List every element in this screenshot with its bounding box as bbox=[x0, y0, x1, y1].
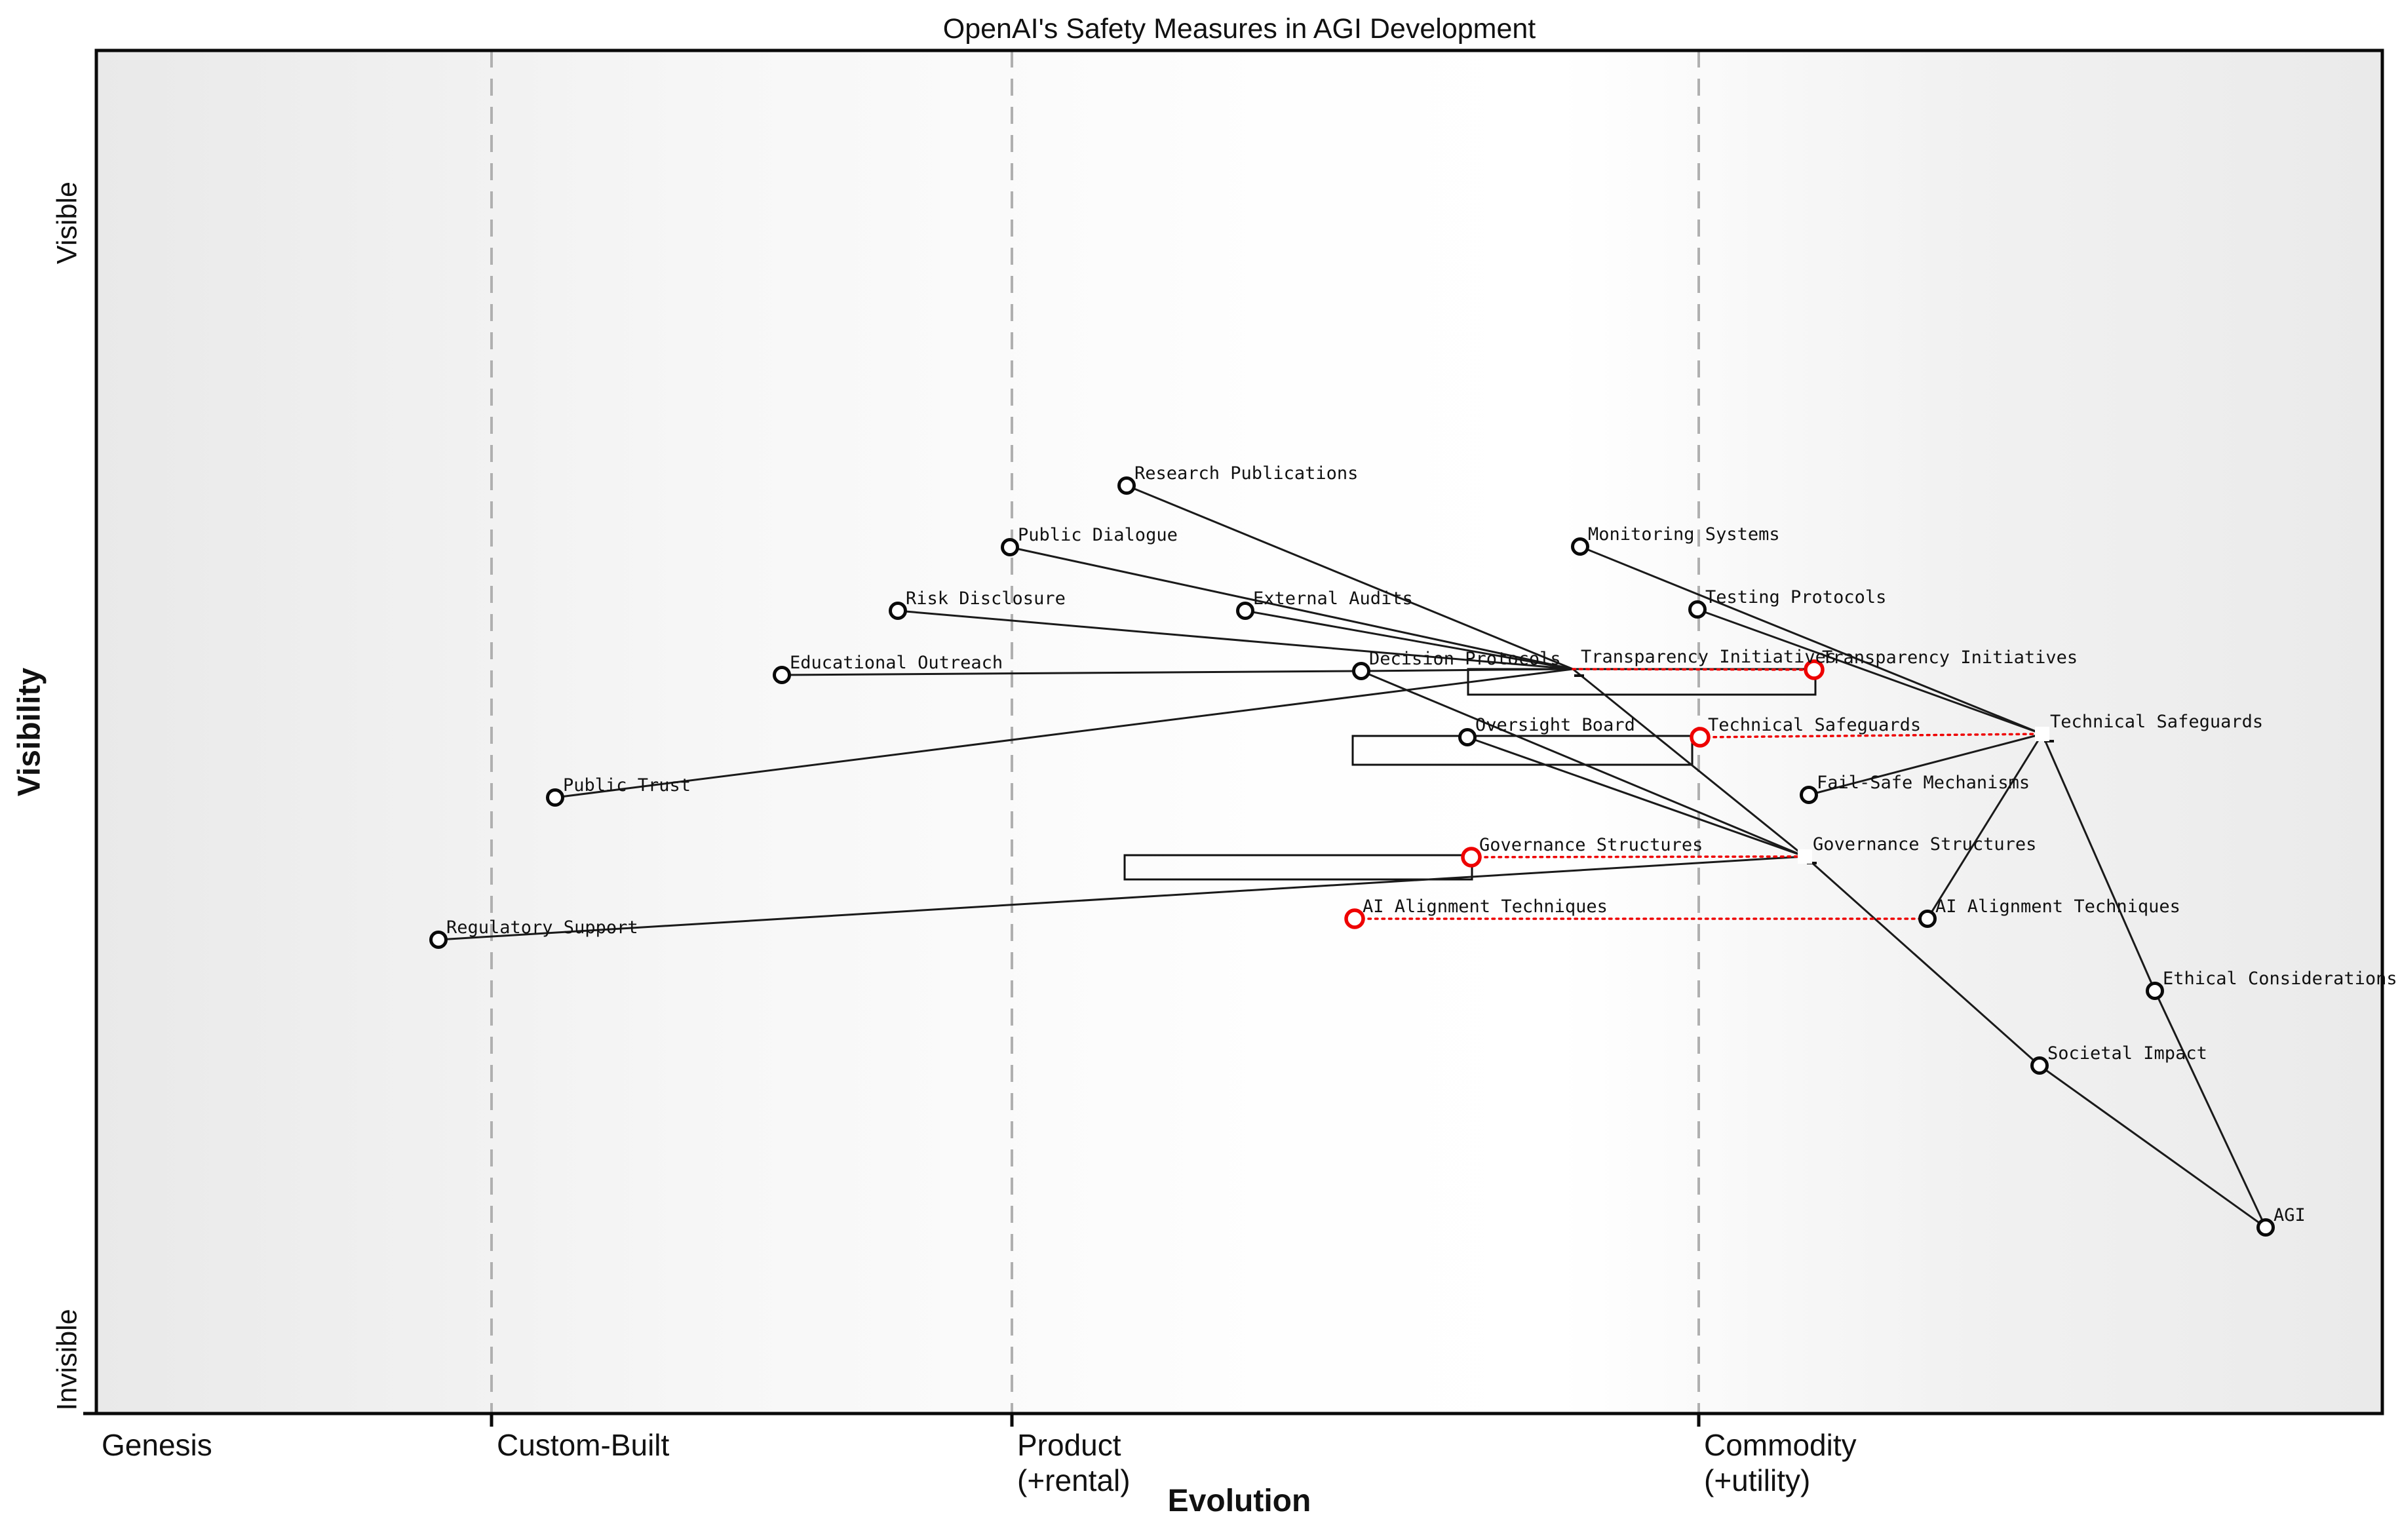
node-public_trust bbox=[546, 788, 564, 807]
component-labels: Research Publications Public Dialogue Risk… bbox=[446, 463, 2397, 1225]
edge-testing_protocols--technical_safeguards_hub bbox=[1697, 608, 2043, 735]
edge-educational_outreach--decision_protocols bbox=[781, 670, 1362, 676]
x-axis-title: Evolution bbox=[1167, 1484, 1311, 1518]
label-external_audits: External Audits bbox=[1253, 588, 1413, 609]
label-transparency_evolved: Transparency Initiatives bbox=[1822, 647, 2078, 668]
label-research_publications: Research Publications bbox=[1134, 463, 1358, 484]
edge-decision_protocols--governance_hub bbox=[1361, 670, 1806, 858]
node-ai_alignment_evolved bbox=[1918, 910, 1937, 928]
evolve-dotted-lines bbox=[1353, 668, 2043, 920]
label-public_dialogue: Public Dialogue bbox=[1018, 525, 1178, 545]
label-risk_disclosure: Risk Disclosure bbox=[906, 588, 1066, 609]
label-societal_impact: Societal Impact bbox=[2047, 1043, 2207, 1064]
plot-background bbox=[96, 50, 2382, 1414]
node-educational_outreach bbox=[773, 666, 791, 684]
label-technical_safeguards_hub: Technical Safeguards bbox=[2050, 712, 2263, 732]
node-risk_disclosure bbox=[889, 602, 907, 620]
junction-governance_hub bbox=[1798, 849, 1812, 864]
y-axis-title: Visibility bbox=[12, 667, 47, 797]
node-public_dialogue bbox=[1001, 538, 1019, 556]
node-agi bbox=[2256, 1218, 2275, 1237]
evolve-line-technical_safeguards_red bbox=[1699, 733, 2043, 739]
label-governance_hub: Governance Structures bbox=[1813, 834, 2036, 855]
x-stage-label: Genesis bbox=[102, 1428, 212, 1462]
label-governance_red: Governance Structures bbox=[1479, 835, 1703, 855]
edge-public_dialogue--transparency_hub bbox=[1009, 546, 1574, 670]
component-nodes bbox=[429, 476, 2275, 1237]
node-oversight_board bbox=[1458, 728, 1477, 746]
edge-monitoring_systems--technical_safeguards_hub bbox=[1579, 545, 2043, 735]
label-fail_safe_mechanisms: Fail-Safe Mechanisms bbox=[1817, 773, 2030, 793]
evolve-line-transparency_hub bbox=[1572, 668, 1815, 671]
y-tick-invisible: Invisible bbox=[51, 1309, 83, 1411]
node-ethical_considerations bbox=[2146, 982, 2164, 1000]
label-testing_protocols: Testing Protocols bbox=[1705, 587, 1886, 607]
x-stage-label: Product (+rental) bbox=[1017, 1428, 1131, 1498]
node-regulatory_support bbox=[429, 931, 448, 949]
node-societal_impact bbox=[2030, 1056, 2049, 1075]
plot-border bbox=[83, 48, 2384, 1427]
edge-transparency_hub--governance_hub bbox=[1572, 668, 1806, 858]
y-tick-visible: Visible bbox=[51, 182, 83, 264]
x-stage-label: Commodity (+utility) bbox=[1704, 1428, 1857, 1498]
edge-governance_hub--societal_impact bbox=[1804, 855, 2040, 1067]
evolved-node-ai_alignment_red bbox=[1344, 908, 1365, 929]
edge-risk_disclosure--transparency_hub bbox=[897, 609, 1574, 670]
edge-fail_safe_mechanisms--technical_safeguards_hub bbox=[1808, 733, 2043, 796]
node-research_publications bbox=[1117, 476, 1136, 495]
evolved-node-transparency_evolved bbox=[1804, 659, 1825, 680]
edge-technical_safeguards_hub--ai_alignment_evolved bbox=[1926, 733, 2043, 919]
pipeline-box bbox=[1351, 735, 1694, 766]
edge-societal_impact--agi bbox=[2039, 1064, 2266, 1229]
hub-dash bbox=[1574, 674, 1584, 677]
edge-technical_safeguards_hub--ethical_considerations bbox=[2041, 733, 2156, 991]
edge-public_trust--transparency_hub bbox=[554, 668, 1574, 799]
node-testing_protocols bbox=[1688, 600, 1707, 619]
label-oversight_board: Oversight Board bbox=[1475, 715, 1635, 735]
edge-regulatory_support--governance_hub bbox=[438, 855, 1806, 941]
label-educational_outreach: Educational Outreach bbox=[790, 653, 1003, 673]
evolved-node-technical_safeguards_red bbox=[1690, 727, 1711, 748]
edge-ethical_considerations--agi bbox=[2154, 990, 2267, 1228]
dependency-edges bbox=[438, 484, 2267, 1229]
label-ethical_considerations: Ethical Considerations bbox=[2163, 969, 2397, 989]
node-decision_protocols bbox=[1352, 662, 1370, 680]
label-ai_alignment_evolved: AI Alignment Techniques bbox=[1935, 896, 2180, 917]
label-agi: AGI bbox=[2274, 1205, 2306, 1225]
edge-research_publications--transparency_hub bbox=[1126, 484, 1574, 670]
label-transparency_hub: Transparency Initiatives bbox=[1581, 647, 1836, 667]
label-regulatory_support: Regulatory Support bbox=[446, 917, 638, 938]
label-monitoring_systems: Monitoring Systems bbox=[1588, 524, 1780, 545]
evolved-node-governance_red bbox=[1461, 847, 1482, 868]
label-technical_safeguards_red: Technical Safeguards bbox=[1708, 715, 1921, 735]
x-stage-label: Custom-Built bbox=[497, 1428, 670, 1462]
node-monitoring_systems bbox=[1571, 537, 1589, 556]
chart-title: OpenAI's Safety Measures in AGI Developm… bbox=[942, 13, 1536, 45]
edge-external_audits--transparency_hub bbox=[1245, 609, 1574, 670]
node-fail_safe_mechanisms bbox=[1800, 786, 1818, 804]
label-public_trust: Public Trust bbox=[563, 775, 691, 796]
edge-decision_protocols--transparency_hub bbox=[1361, 668, 1574, 672]
label-decision_protocols: Decision Protocols bbox=[1369, 649, 1561, 669]
label-ai_alignment_red: AI Alignment Techniques bbox=[1363, 896, 1608, 917]
junction-technical_safeguards_hub bbox=[2035, 727, 2049, 741]
edge-oversight_board--governance_hub bbox=[1467, 736, 1806, 858]
node-external_audits bbox=[1236, 602, 1254, 620]
